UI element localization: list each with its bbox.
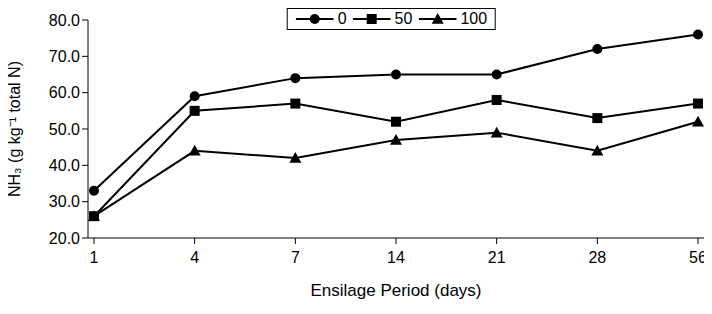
html-text:100: 100	[460, 10, 488, 27]
svg-text:28: 28	[588, 249, 606, 266]
svg-text:80.0: 80.0	[49, 12, 80, 29]
svg-text:60.0: 60.0	[49, 84, 80, 101]
svg-text:Ensilage Period (days): Ensilage Period (days)	[310, 281, 481, 300]
svg-text:NH₃ (g kg⁻¹ total N): NH₃ (g kg⁻¹ total N)	[8, 61, 23, 197]
html-text:50: 50	[394, 10, 413, 27]
svg-text:7: 7	[291, 249, 300, 266]
svg-text:1: 1	[90, 249, 99, 266]
svg-text:30.0: 30.0	[49, 193, 80, 210]
svg-text:50.0: 50.0	[49, 121, 80, 138]
svg-text:56: 56	[689, 249, 704, 266]
svg-text:4: 4	[190, 249, 199, 266]
html-text:0: 0	[337, 10, 347, 27]
svg-text:21: 21	[488, 249, 506, 266]
svg-text:40.0: 40.0	[49, 157, 80, 174]
svg-text:14: 14	[387, 249, 405, 266]
svg-text:70.0: 70.0	[49, 48, 80, 65]
svg-text:20.0: 20.0	[49, 230, 80, 247]
